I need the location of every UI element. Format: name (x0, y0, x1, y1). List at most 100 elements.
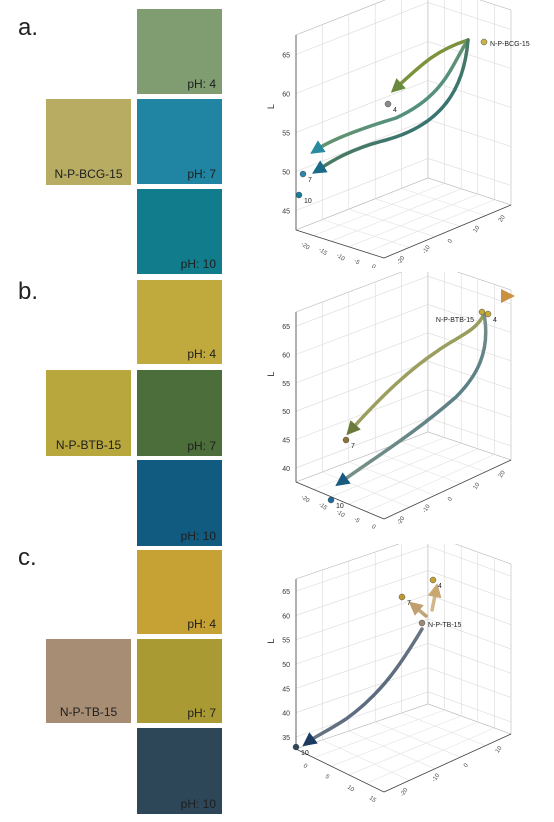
x-axis (295, 481, 385, 520)
panel-a: a. N-P-BCG-15 pH: 4 pH: 7 pH: 10 45 50 55 6… (0, 0, 554, 274)
data-point (292, 743, 300, 751)
data-point-label: 4 (438, 583, 442, 590)
grid-line-z (295, 389, 512, 440)
y-axis (383, 204, 512, 259)
z-axis-label: L (266, 372, 276, 377)
trend-arrow (335, 312, 488, 487)
y-tick-label: 0 (463, 762, 470, 769)
x-tick-label: -20 (300, 494, 311, 504)
data-point (480, 38, 488, 46)
swatch-ph10-label: pH: 10 (180, 797, 216, 811)
grid-line-floor (313, 183, 445, 236)
grid-line-z (295, 618, 512, 665)
swatch-reference: N-P-BTB-15 (46, 370, 131, 456)
y-tick-label: 0 (447, 496, 454, 503)
data-point-label: 10 (301, 750, 309, 757)
z-tick-label: 45 (282, 438, 290, 445)
panel-label: b. (18, 278, 39, 305)
x-tick-label: 10 (346, 785, 355, 794)
swatch-ph4-label: pH: 4 (187, 617, 216, 631)
data-point-label: 4 (393, 107, 397, 114)
back-wall-right (427, 544, 512, 735)
swatch-ph7-label: pH: 7 (187, 167, 216, 181)
y-tick-label: 20 (498, 470, 507, 479)
chart-3d-a: 45 50 55 60 65 -20 -15 -10 -5 0 -20 -10 0 10 20 L N-P-BC… (266, 0, 530, 268)
swatch-reference-label: N-P-TB-15 (59, 705, 118, 719)
z-axis-label: L (266, 104, 276, 109)
grid-line-floor (322, 739, 410, 781)
grid-line-z (295, 41, 512, 94)
grid-line-floor (331, 715, 462, 767)
y-tick-label: -10 (431, 772, 441, 783)
grid-line-z (295, 2, 512, 55)
z-tick-label: 50 (282, 409, 290, 416)
z-tick-label: 65 (282, 324, 290, 331)
data-point (429, 576, 437, 584)
z-tick-label: 35 (282, 735, 290, 742)
grid-line-floor (375, 721, 461, 758)
data-point-label: 7 (407, 600, 411, 607)
trend-arrow (390, 38, 470, 93)
x-tick-label: 0 (370, 264, 377, 268)
grid-line-z (295, 304, 512, 355)
x-axis (295, 229, 385, 259)
grid-line-floor (401, 188, 486, 216)
data-point (418, 619, 426, 627)
x-tick-label: -15 (317, 502, 328, 512)
y-tick-label: 10 (473, 225, 482, 234)
swatch-ph7: pH: 7 (137, 639, 222, 723)
grid-line-floor (348, 193, 478, 248)
data-point-label: 10 (336, 503, 344, 510)
grid-line-floor (348, 721, 478, 776)
x-tick-label: -10 (335, 509, 346, 519)
data-point (484, 310, 492, 318)
chart-3d-c: 35 40 45 50 55 60 65 0 5 10 15 -20 -10 0 10 L N-P-TB-15 4… (266, 544, 512, 804)
x-tick-label: 5 (324, 774, 331, 781)
data-point (384, 100, 392, 108)
swatch-ph7: pH: 7 (137, 99, 222, 184)
grid-line-z (295, 158, 512, 211)
trend-arrow (346, 312, 486, 436)
data-point (342, 436, 350, 444)
chart-3d-b: 40 45 50 55 60 65 -20 -15 -10 -5 0 -20 -10 0 10 20 L N-P-… (266, 272, 515, 531)
data-point (327, 496, 335, 504)
grid-line-z (295, 80, 512, 133)
y-tick-label: 10 (495, 745, 504, 754)
grid-line-z (295, 570, 512, 616)
y-tick-label: -10 (422, 244, 432, 255)
data-point-label: N-P-BTB-15 (436, 317, 474, 324)
z-tick-label: 65 (282, 589, 290, 596)
panel-b: b. N-P-BTB-15 pH: 4 pH: 7 pH: 10 40 45 50 5… (0, 272, 554, 546)
data-point (398, 593, 406, 601)
grid-line-floor (348, 208, 435, 238)
y-tick-label: -20 (396, 255, 406, 266)
swatch-reference: N-P-TB-15 (46, 639, 131, 723)
y-axis (383, 459, 512, 520)
grid-line-z (295, 360, 512, 412)
z-tick-label: 60 (282, 613, 290, 620)
swatch-reference: N-P-BCG-15 (46, 99, 131, 185)
x-tick-label: 0 (302, 763, 309, 770)
swatch-ph4: pH: 4 (137, 280, 222, 364)
x-tick-label: 15 (368, 795, 377, 804)
z-tick-label: 40 (282, 466, 290, 473)
z-tick-label: 45 (282, 209, 290, 216)
y-tick-label: -20 (400, 787, 410, 798)
z-tick-label: 50 (282, 170, 290, 177)
data-point-label: 4 (493, 317, 497, 324)
x-tick-label: -15 (317, 247, 328, 257)
swatch-ph10: pH: 10 (137, 189, 222, 274)
grid-line-floor (348, 730, 435, 770)
back-wall-right (427, 0, 512, 206)
z-tick-label: 55 (282, 131, 290, 138)
grid-line-floor (348, 448, 478, 505)
panel-c: c. N-P-TB-15 pH: 4 pH: 7 pH: 10 35 40 45 50… (0, 544, 554, 814)
trend-arrow (310, 38, 470, 154)
trend-arrow (302, 627, 424, 747)
panel-label: c. (18, 544, 37, 571)
z-tick-label: 55 (282, 638, 290, 645)
swatch-ph4-label: pH: 4 (187, 347, 216, 361)
trend-arrow (312, 38, 470, 174)
data-point-label: N-P-BCG-15 (490, 41, 530, 48)
z-tick-label: 55 (282, 381, 290, 388)
